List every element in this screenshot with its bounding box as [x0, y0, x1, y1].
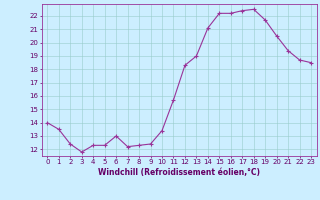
X-axis label: Windchill (Refroidissement éolien,°C): Windchill (Refroidissement éolien,°C): [98, 168, 260, 177]
